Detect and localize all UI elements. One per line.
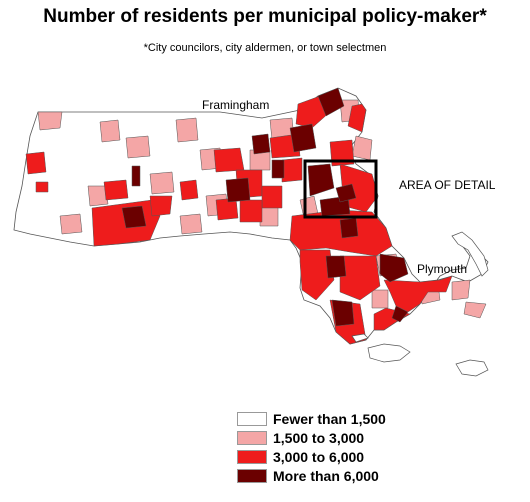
legend-swatch (237, 411, 267, 426)
legend-swatch (237, 430, 267, 445)
legend-item-3000-to-6000: 3,000 to 6,000 (237, 447, 386, 466)
nantucket (455, 359, 489, 377)
label-framingham: Framingham (202, 98, 270, 112)
legend: Fewer than 1,500 1,500 to 3,000 3,000 to… (237, 409, 386, 485)
label-area-of-detail: AREA OF DETAIL (399, 178, 496, 192)
legend-item-1500-to-3000: 1,500 to 3,000 (237, 428, 386, 447)
legend-label: More than 6,000 (273, 467, 379, 484)
legend-swatch (237, 468, 267, 483)
legend-label: 1,500 to 3,000 (273, 429, 365, 446)
area-of-detail-box (303, 159, 378, 219)
elizabeth-islands (351, 333, 369, 343)
map-title: Number of residents per municipal policy… (43, 6, 487, 27)
region-more-than-6000 (121, 87, 409, 327)
cape-cod-tip (451, 231, 489, 277)
legend-item-more-than-6000: More than 6,000 (237, 466, 386, 485)
legend-item-fewer-than-1500: Fewer than 1,500 (237, 409, 386, 428)
label-plymouth: Plymouth (417, 262, 468, 276)
marthas-vineyard (367, 343, 411, 363)
map-subtitle: *City councilors, city aldermen, or town… (143, 42, 387, 54)
legend-label: 3,000 to 6,000 (273, 448, 365, 465)
massachusetts-map (13, 87, 489, 377)
legend-label: Fewer than 1,500 (273, 410, 386, 427)
legend-swatch (237, 449, 267, 464)
